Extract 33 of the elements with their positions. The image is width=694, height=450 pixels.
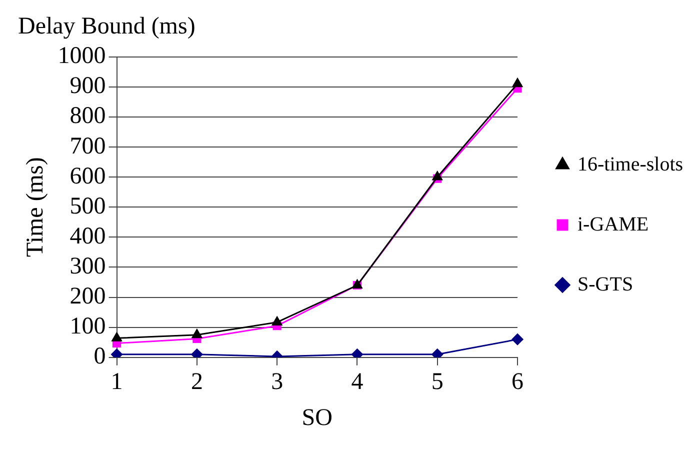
y-tick-label: 700 bbox=[70, 133, 106, 160]
legend-label: 16-time-slots bbox=[578, 153, 684, 176]
y-tick-label: 300 bbox=[70, 254, 106, 280]
x-tick-label: 3 bbox=[271, 369, 284, 396]
point bbox=[112, 332, 122, 342]
y-tick-label: 900 bbox=[70, 73, 106, 100]
y-tick-label: 0 bbox=[94, 344, 106, 370]
chart-title: Delay Bound (ms) bbox=[18, 14, 196, 40]
y-axis-title: Time (ms) bbox=[22, 157, 49, 257]
x-tick-label: 6 bbox=[512, 369, 524, 396]
point bbox=[512, 334, 524, 346]
x-tick-label: 1 bbox=[110, 369, 123, 396]
y-tick-label: 400 bbox=[70, 223, 106, 250]
point bbox=[111, 348, 123, 358]
y-tick-label: 100 bbox=[70, 314, 106, 340]
x-tick-label: 2 bbox=[190, 369, 203, 396]
x-tick-label: 4 bbox=[351, 369, 364, 396]
x-tick-label: 5 bbox=[431, 369, 444, 396]
point bbox=[432, 171, 442, 180]
point bbox=[192, 329, 202, 338]
legend-label: i-GAME bbox=[578, 213, 649, 236]
point bbox=[351, 348, 363, 358]
y-tick-label: 800 bbox=[70, 103, 106, 130]
y-tick-label: 1000 bbox=[58, 43, 106, 70]
y-tick-label: 500 bbox=[70, 193, 106, 220]
y-tick-label: 200 bbox=[70, 284, 106, 310]
point bbox=[512, 78, 523, 88]
point bbox=[432, 348, 444, 358]
legend-label: S-GTS bbox=[578, 273, 634, 296]
x-axis-title: SO bbox=[302, 404, 332, 431]
point bbox=[191, 348, 203, 358]
point bbox=[272, 316, 282, 326]
y-tick-label: 600 bbox=[70, 163, 106, 190]
